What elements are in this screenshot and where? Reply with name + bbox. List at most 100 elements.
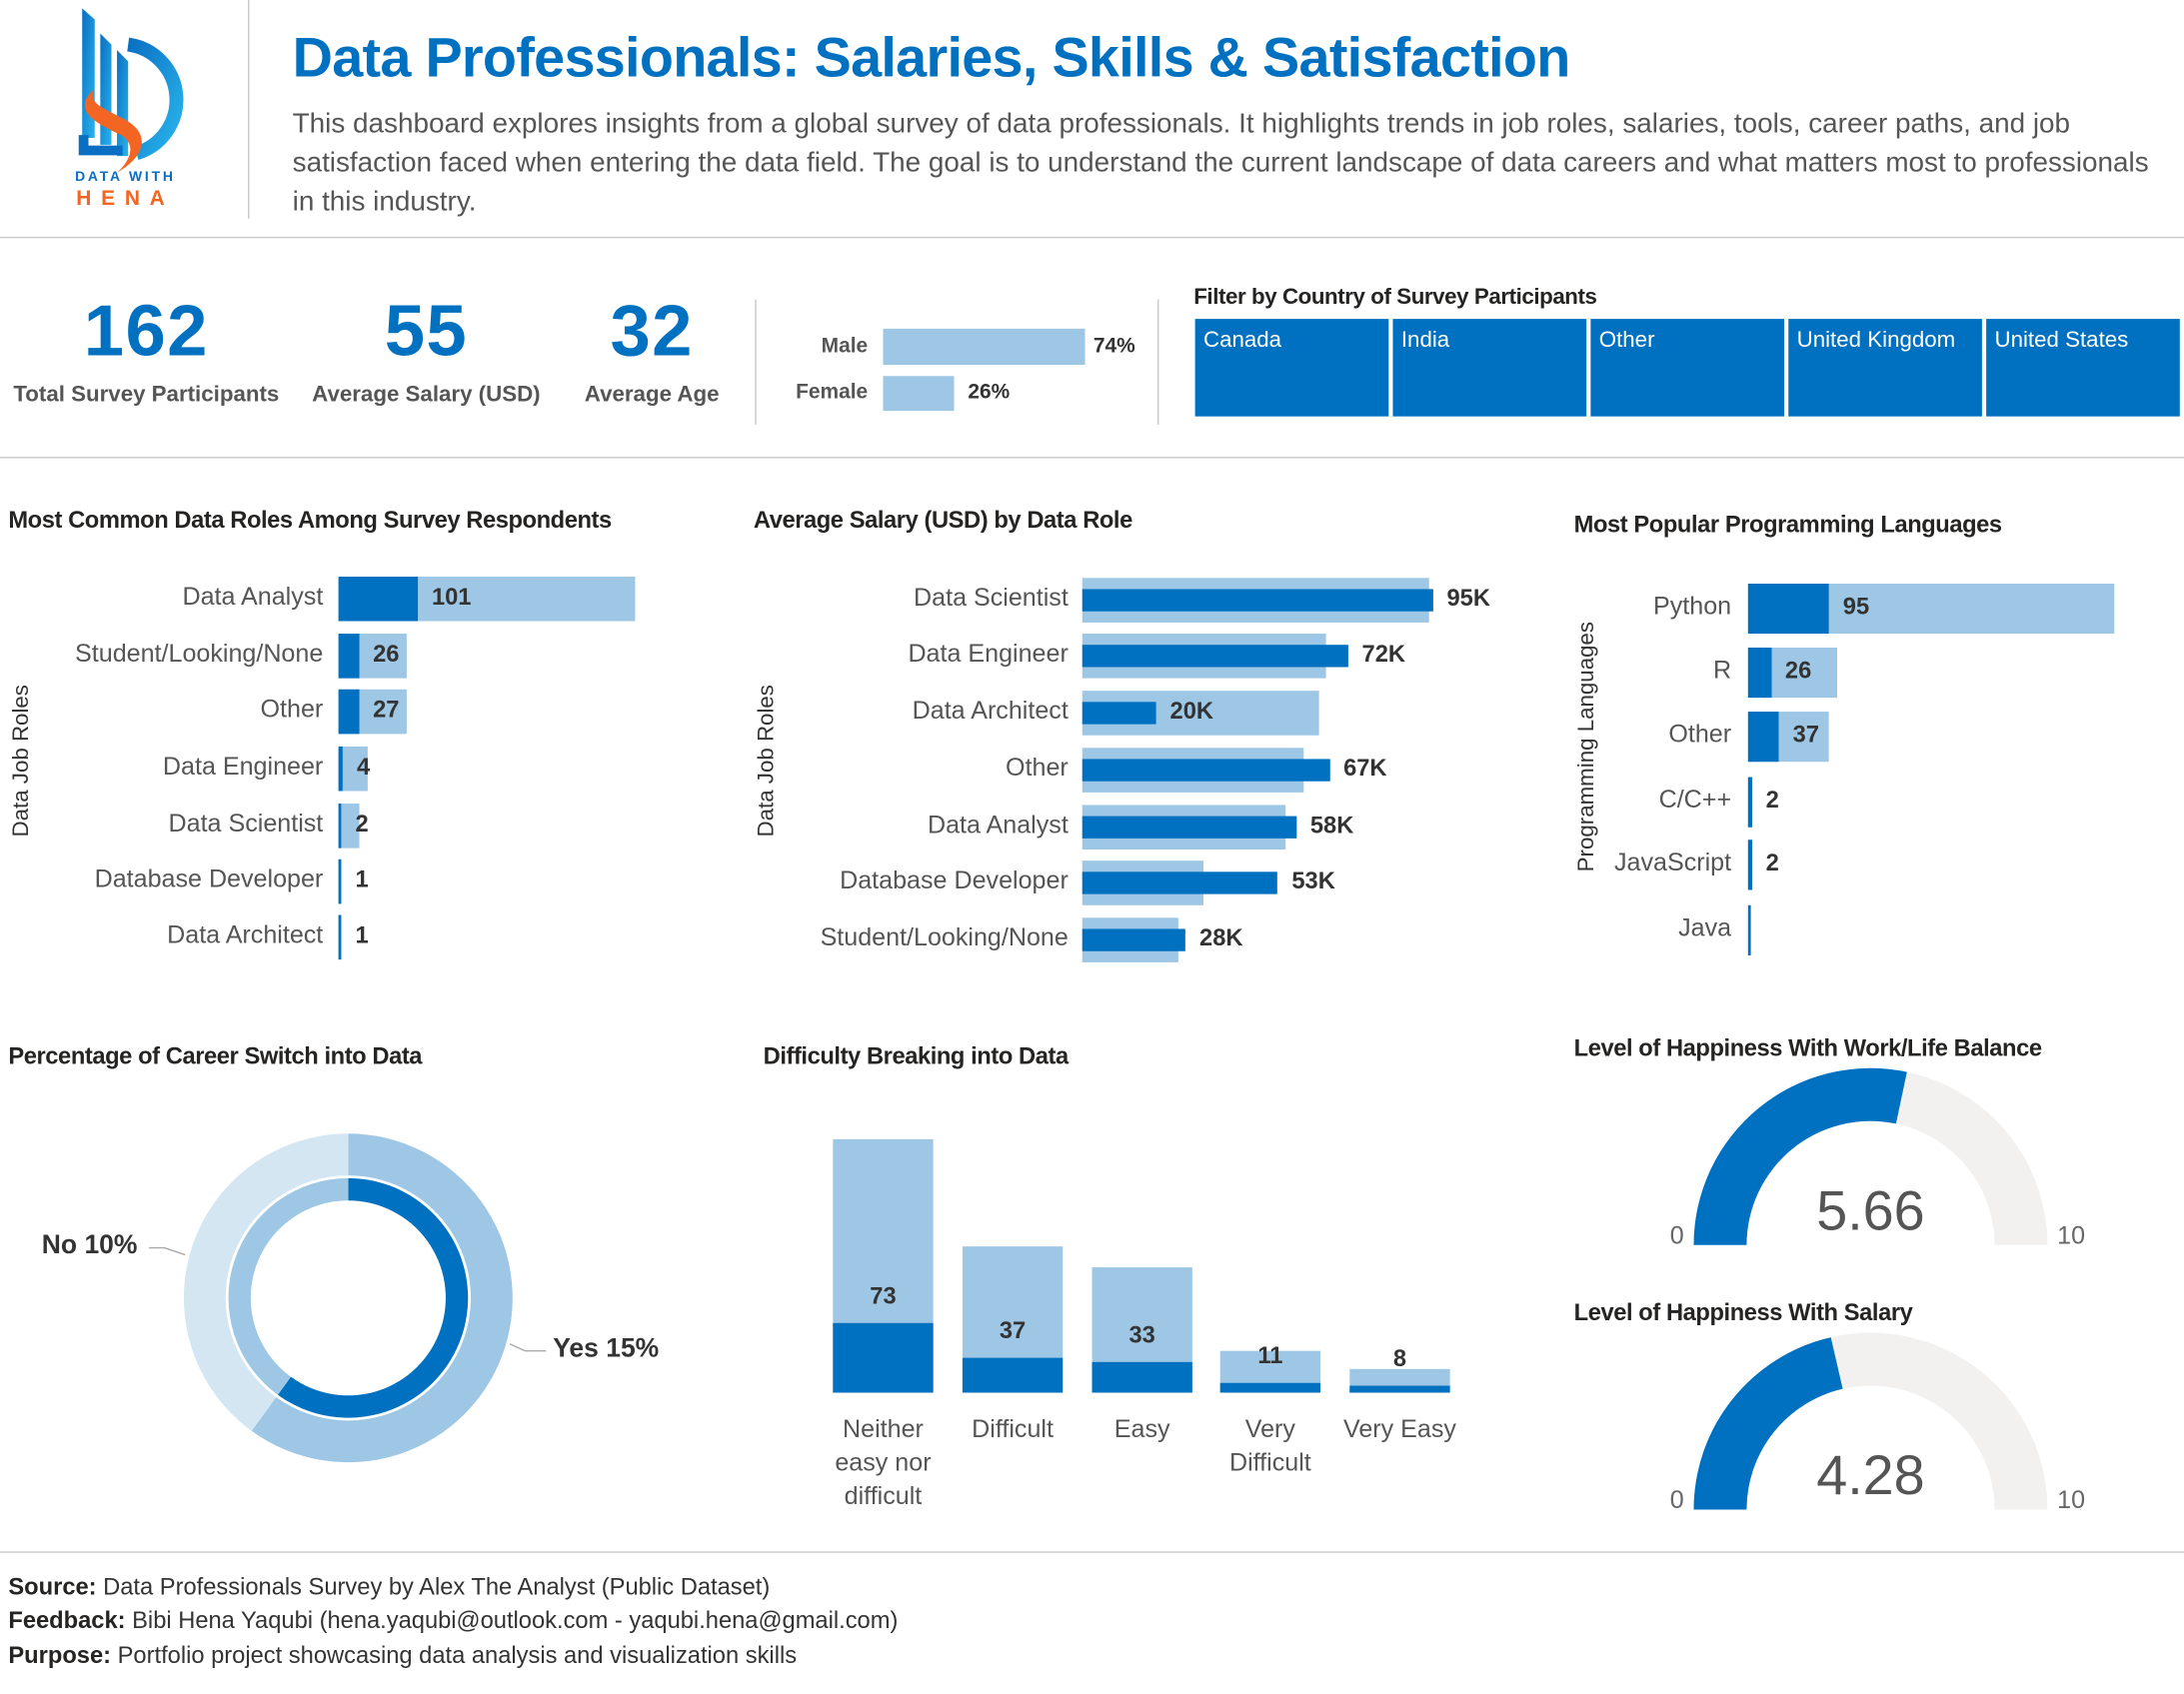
bar-value[interactable] <box>338 576 419 622</box>
donut-slice-yes[interactable] <box>251 1133 513 1463</box>
career-switch-title: Percentage of Career Switch into Data <box>8 1042 423 1070</box>
category-label: Neither <box>843 1414 924 1443</box>
data-label: 37 <box>999 1317 1027 1344</box>
filter-option-united-states[interactable]: United States <box>1986 319 2180 417</box>
kpi-average-age-label: Average Age <box>584 383 720 407</box>
bar-value[interactable] <box>338 858 342 904</box>
bar-value[interactable] <box>1082 928 1186 951</box>
category-label: Python <box>1653 592 1732 621</box>
data-label: 11 <box>1257 1341 1283 1369</box>
gauge-worklife-value: 5.66 <box>1816 1180 1925 1242</box>
category-label: Very <box>1244 1414 1295 1443</box>
logo-text-line1: DATA WITH <box>75 170 176 186</box>
bar-value[interactable] <box>1082 816 1296 839</box>
bar-value[interactable] <box>1082 589 1433 612</box>
kpi-total-participants-label: Total Survey Participants <box>13 383 280 407</box>
category-label: Other <box>1668 720 1732 749</box>
bar-value[interactable] <box>1082 759 1330 782</box>
category-label: difficult <box>844 1481 923 1510</box>
filter-option-india[interactable]: India <box>1392 319 1587 417</box>
category-label: Data Engineer <box>162 752 324 781</box>
footer-purpose: Purpose: Portfolio project showcasing da… <box>8 1642 797 1670</box>
gauge-worklife <box>1693 1067 2048 1245</box>
bar-value[interactable] <box>338 689 360 735</box>
category-label: R <box>1712 656 1732 685</box>
difficulty-chart-title: Difficulty Breaking into Data <box>763 1042 1070 1070</box>
donut-inner-slice-no[interactable] <box>228 1177 349 1395</box>
gauge-salary-title: Level of Happiness With Salary <box>1573 1299 1913 1326</box>
bar-value[interactable] <box>338 804 342 848</box>
gender-label-male: Male <box>821 334 869 359</box>
filter-option-other[interactable]: Other <box>1590 319 1785 417</box>
bar-value[interactable] <box>1747 777 1752 828</box>
column-value[interactable] <box>962 1357 1064 1393</box>
logo: DATA WITH HENA <box>56 6 195 215</box>
column-value[interactable] <box>833 1322 934 1393</box>
data-label: 1 <box>355 921 369 948</box>
bar-value[interactable] <box>1747 904 1751 955</box>
category-label: Database Developer <box>94 864 324 893</box>
bar-background[interactable] <box>338 746 369 792</box>
gauge-track <box>1830 1332 2048 1510</box>
data-label: 95K <box>1446 585 1490 612</box>
column-value[interactable] <box>1219 1382 1321 1393</box>
bar-value[interactable] <box>338 914 342 960</box>
data-label: 1 <box>355 865 369 893</box>
data-label: 73 <box>870 1282 897 1309</box>
category-label: Difficult <box>1228 1448 1311 1477</box>
gender-bar-female[interactable] <box>883 376 955 412</box>
page-title: Data Professionals: Salaries, Skills & S… <box>292 27 1571 90</box>
bar-value[interactable] <box>1747 583 1829 635</box>
category-label: Database Developer <box>840 865 1069 894</box>
bar-value[interactable] <box>338 746 344 792</box>
bar-value[interactable] <box>1082 702 1156 725</box>
category-label: Student/Looking/None <box>75 639 324 668</box>
data-label: 26 <box>373 641 400 668</box>
category-label: Student/Looking/None <box>820 922 1069 951</box>
category-label: Other <box>1006 753 1069 782</box>
bar-value[interactable] <box>1082 645 1348 668</box>
gauge-salary-value: 4.28 <box>1816 1445 1925 1507</box>
languages-chart-title: Most Popular Programming Languages <box>1573 511 2002 538</box>
bar-value[interactable] <box>1082 871 1278 894</box>
footer-separator <box>0 1551 2184 1553</box>
filter-option-united-kingdom[interactable]: United Kingdom <box>1788 319 1982 417</box>
data-label: 2 <box>355 811 369 838</box>
gender-bar-male[interactable] <box>883 328 1086 366</box>
donut-slice-no[interactable] <box>183 1133 349 1431</box>
donut-inner-slice-yes[interactable] <box>277 1177 469 1418</box>
donut-leader-no <box>149 1246 186 1256</box>
data-label: 8 <box>1392 1345 1407 1372</box>
bar-value[interactable] <box>338 634 360 679</box>
footer-source-label: Source: <box>8 1573 97 1601</box>
gender-value-female: 26% <box>968 380 1011 405</box>
gauge-worklife-min: 0 <box>1669 1221 1684 1249</box>
column-value[interactable] <box>1349 1385 1450 1393</box>
bar-value[interactable] <box>1747 647 1771 699</box>
data-label: 20K <box>1169 698 1213 725</box>
category-label: C/C++ <box>1658 785 1732 814</box>
country-filter-title: Filter by Country of Survey Participants <box>1193 285 1597 310</box>
category-label: Data Engineer <box>908 639 1069 668</box>
footer-purpose-text: Portfolio project showcasing data analys… <box>111 1641 798 1669</box>
bar-value[interactable] <box>1747 840 1752 890</box>
data-label: 53K <box>1291 867 1335 894</box>
kpi-divider <box>755 299 757 426</box>
data-label: 67K <box>1343 755 1387 782</box>
data-label: 27 <box>373 696 400 724</box>
gauge-fill <box>1693 1337 1843 1510</box>
data-label: 101 <box>431 583 472 611</box>
gauge-worklife-title: Level of Happiness With Work/Life Balanc… <box>1573 1034 2042 1061</box>
category-label: Data Architect <box>167 920 324 948</box>
gauge-worklife-max: 10 <box>2057 1221 2086 1249</box>
footer-purpose-label: Purpose: <box>8 1641 112 1669</box>
bar-background[interactable] <box>338 804 360 848</box>
category-label: Java <box>1678 913 1732 941</box>
donut-label-no: No 10% <box>41 1230 138 1261</box>
column-value[interactable] <box>1092 1361 1192 1393</box>
category-label: JavaScript <box>1613 847 1732 876</box>
category-label: Easy <box>1113 1414 1170 1443</box>
filter-option-canada[interactable]: Canada <box>1194 319 1389 417</box>
bar-value[interactable] <box>1747 712 1779 763</box>
